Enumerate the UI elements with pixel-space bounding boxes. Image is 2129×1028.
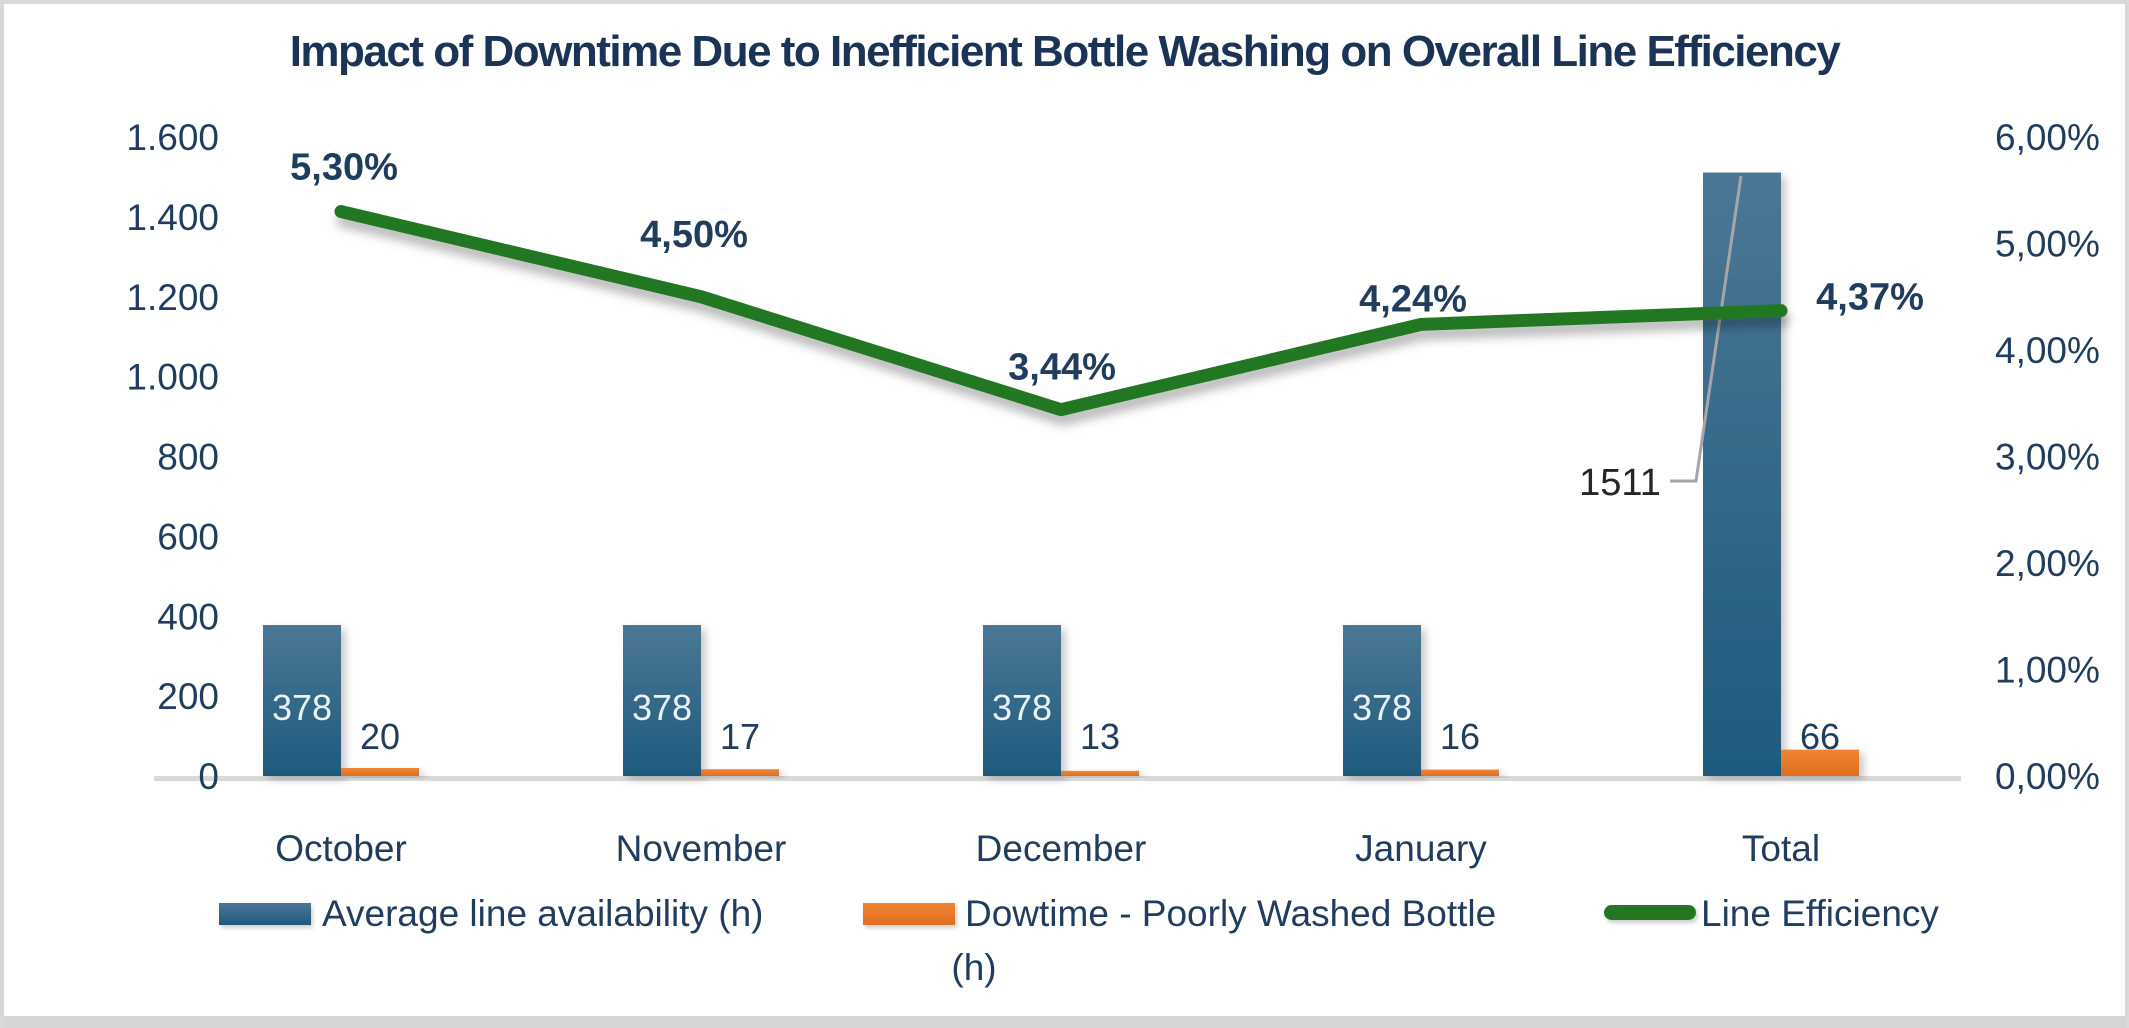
category-label-december: December	[976, 828, 1147, 869]
chart-plot-area: 1.600 1.400 1.200 1.000 800 600 400 200 0 6,00% 5,…	[126, 117, 2100, 869]
right-axis-tick-1,00%: 1,00%	[1995, 650, 2100, 691]
total-callout-leader-line	[1670, 175, 1743, 483]
data-label-downtime-november: 17	[720, 716, 760, 757]
bar-availability-total	[1703, 172, 1781, 776]
right-axis-tick-6,00%: 6,00%	[1995, 117, 2100, 158]
data-label-availability-january: 378	[1352, 687, 1412, 728]
left-axis-tick-1.400: 1.400	[126, 197, 219, 238]
bar-downtime-october	[341, 768, 419, 776]
bar-downtime-november	[701, 769, 779, 776]
data-label-availability-november: 378	[632, 687, 692, 728]
legend-swatch-average-line-availability	[219, 903, 311, 925]
legend-swatch-line-efficiency	[1604, 905, 1696, 920]
legend-label-downtime-line2: (h)	[951, 947, 997, 988]
frame-bottom-edge	[4, 1016, 2125, 1028]
data-label-availability-total: 1511	[1579, 462, 1661, 504]
data-label-efficiency-november: 4,50%	[640, 214, 748, 256]
category-label-october: October	[275, 828, 407, 869]
data-label-efficiency-january: 4,24%	[1359, 278, 1467, 320]
data-label-downtime-january: 16	[1440, 716, 1480, 757]
chart-title: Impact of Downtime Due to Inefficient Bo…	[289, 27, 1841, 76]
right-axis-tick-5,00%: 5,00%	[1995, 224, 2100, 265]
left-axis-tick-1.600: 1.600	[126, 117, 219, 158]
left-axis-tick-0: 0	[198, 756, 219, 797]
right-axis-tick-2,00%: 2,00%	[1995, 543, 2100, 584]
category-label-total: Total	[1742, 828, 1820, 869]
left-axis-tick-400: 400	[157, 596, 219, 637]
legend-label-line-efficiency: Line Efficiency	[1701, 893, 1939, 934]
bar-downtime-january	[1421, 769, 1499, 776]
left-axis-tick-800: 800	[157, 437, 219, 478]
bar-availability-november	[623, 625, 701, 776]
data-label-downtime-october: 20	[360, 716, 400, 757]
x-axis-line	[154, 776, 1961, 781]
category-label-january: January	[1355, 828, 1487, 869]
right-axis-tick-4,00%: 4,00%	[1995, 330, 2100, 371]
bar-availability-december	[983, 625, 1061, 776]
legend-swatch-downtime	[863, 903, 955, 925]
data-label-efficiency-december: 3,44%	[1008, 347, 1116, 389]
bar-availability-october	[263, 625, 341, 776]
data-label-availability-december: 378	[992, 687, 1052, 728]
bar-downtime-total	[1781, 749, 1859, 776]
left-axis-tick-600: 600	[157, 516, 219, 557]
data-label-downtime-december: 13	[1080, 716, 1120, 757]
left-axis-tick-1.000: 1.000	[126, 357, 219, 398]
data-label-downtime-total: 66	[1800, 716, 1840, 757]
right-axis-tick-0,00%: 0,00%	[1995, 756, 2100, 797]
left-axis-tick-200: 200	[157, 676, 219, 717]
bar-downtime-december	[1061, 770, 1139, 776]
data-label-efficiency-october: 5,30%	[290, 147, 398, 189]
line-efficiency-path	[334, 205, 1788, 417]
legend-label-downtime: Dowtime - Poorly Washed Bottle	[965, 893, 1497, 934]
right-axis-tick-3,00%: 3,00%	[1995, 437, 2100, 478]
legend-label-average-line-availability: Average line availability (h)	[322, 893, 764, 934]
data-label-availability-october: 378	[272, 687, 332, 728]
category-label-november: November	[616, 828, 787, 869]
data-label-efficiency-total: 4,37%	[1816, 277, 1924, 319]
bar-availability-january	[1343, 625, 1421, 776]
left-axis-tick-1.200: 1.200	[126, 277, 219, 318]
